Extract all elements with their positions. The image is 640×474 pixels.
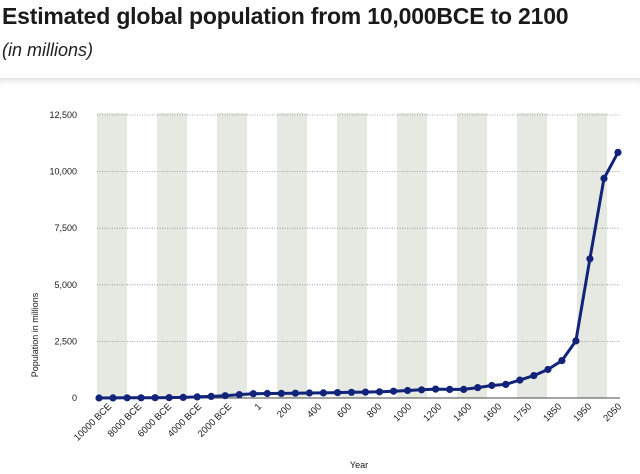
- data-point: [614, 148, 622, 156]
- background-band: [157, 113, 187, 398]
- background-band: [217, 113, 247, 398]
- data-point: [263, 389, 271, 398]
- data-point: [123, 394, 131, 402]
- data-point: [460, 385, 468, 393]
- background-band: [337, 113, 367, 398]
- background-band: [517, 113, 547, 398]
- data-point: [151, 394, 159, 402]
- y-tick-label: 10,000: [49, 167, 77, 177]
- data-point: [474, 384, 482, 392]
- data-point: [516, 376, 524, 384]
- data-point: [361, 388, 370, 396]
- background-band: [97, 113, 127, 398]
- y-tick-label: 12,500: [49, 110, 77, 120]
- data-point: [235, 391, 243, 399]
- data-point: [418, 386, 426, 394]
- data-point: [544, 365, 552, 374]
- background-band: [277, 113, 307, 398]
- x-tick-label: 400: [305, 401, 324, 420]
- data-point: [404, 386, 412, 395]
- x-tick-label: 1600: [481, 401, 504, 424]
- data-point: [305, 389, 313, 397]
- x-tick-label: 1950: [571, 401, 594, 424]
- y-axis-label: Population in millions: [30, 292, 40, 377]
- data-point: [291, 389, 299, 397]
- data-point: [319, 389, 327, 397]
- data-point: [375, 388, 384, 396]
- x-axis-label: Year: [350, 460, 368, 470]
- data-point: [137, 394, 145, 402]
- data-point: [558, 357, 566, 365]
- x-tick-label: 10000 BCE: [72, 401, 114, 443]
- population-line-chart: 0 2,500 5,000 7,500 10,000 12,500 10000 BCE 80…: [30, 110, 624, 470]
- data-point: [488, 381, 496, 390]
- x-tick-label: 200: [275, 401, 294, 420]
- data-point: [586, 255, 594, 263]
- data-point: [221, 392, 229, 400]
- horizontal-gridlines: [97, 114, 620, 342]
- data-point: [502, 380, 510, 388]
- chart-title: Estimated global population from 10,000B…: [2, 3, 569, 29]
- data-point: [109, 394, 117, 402]
- x-tick-label: 1400: [451, 401, 474, 424]
- data-point: [600, 174, 608, 182]
- data-point: [95, 394, 103, 402]
- alternating-bands: [97, 113, 607, 398]
- data-point: [333, 389, 342, 397]
- data-point: [207, 392, 215, 400]
- y-tick-label: 7,500: [54, 223, 77, 233]
- y-tick-label: 0: [72, 393, 77, 403]
- data-point: [249, 390, 257, 398]
- x-tick-label: 1200: [421, 401, 444, 424]
- x-tick-label: 1000: [391, 401, 414, 424]
- data-point: [193, 393, 201, 401]
- data-point: [432, 385, 440, 393]
- background-band: [457, 113, 487, 398]
- data-point: [446, 385, 454, 393]
- y-tick-label: 2,500: [54, 336, 77, 346]
- data-point: [390, 387, 398, 395]
- data-point: [277, 389, 285, 397]
- x-tick-label: 2050: [601, 401, 624, 424]
- y-tick-label: 5,000: [54, 280, 77, 290]
- data-point: [530, 372, 538, 380]
- data-point: [165, 394, 173, 402]
- x-tick-label: 1750: [511, 401, 534, 424]
- data-point: [572, 337, 580, 345]
- chart-panel: 0 2,500 5,000 7,500 10,000 12,500 10000 BCE 80…: [0, 78, 640, 474]
- y-axis-tick-labels: 0 2,500 5,000 7,500 10,000 12,500: [49, 110, 77, 403]
- x-tick-label: 1850: [541, 401, 564, 424]
- data-point: [179, 393, 187, 401]
- x-tick-label: 1: [253, 401, 265, 413]
- chart-subtitle: (in millions): [2, 40, 94, 60]
- x-tick-label: 600: [335, 401, 354, 420]
- x-tick-label: 800: [365, 401, 384, 420]
- data-point: [347, 388, 356, 396]
- data-points: [95, 148, 622, 402]
- background-band: [397, 113, 427, 398]
